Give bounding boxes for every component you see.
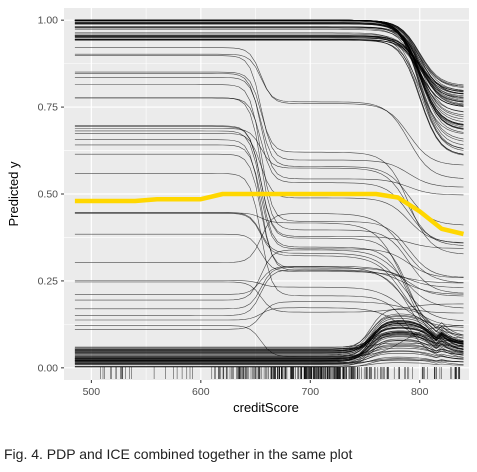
ice-line xyxy=(74,133,464,243)
pdp-line xyxy=(74,191,465,237)
ice-line xyxy=(74,128,464,246)
ice-line xyxy=(74,330,464,359)
ice-line xyxy=(74,362,464,367)
x-tick-label: 700 xyxy=(302,386,320,398)
ice-line xyxy=(74,33,464,103)
ice-line xyxy=(74,332,464,360)
ice-line xyxy=(74,125,464,339)
ice-line xyxy=(74,213,464,332)
ice-line xyxy=(74,320,464,358)
ice-line xyxy=(74,345,464,357)
rug xyxy=(100,367,461,379)
ice-line xyxy=(74,317,464,356)
x-axis: 500 600 700 800 xyxy=(83,380,429,398)
ice-line xyxy=(74,29,464,103)
ice-line xyxy=(74,350,464,362)
x-tick-label: 800 xyxy=(411,386,429,398)
ice-line xyxy=(74,359,464,368)
ice-line xyxy=(74,333,464,350)
ice-line xyxy=(74,23,464,120)
ice-line xyxy=(74,347,464,359)
ice-line xyxy=(74,55,464,188)
ice-line xyxy=(74,249,464,309)
y-axis-title: Predicted y xyxy=(6,161,21,227)
ice-line xyxy=(74,327,464,353)
ice-line xyxy=(74,269,464,316)
ice-line xyxy=(74,340,464,367)
ice-lines xyxy=(74,19,464,368)
x-tick-label: 600 xyxy=(192,386,210,398)
ice-line xyxy=(74,212,464,336)
ice-line xyxy=(74,330,464,351)
ice-line xyxy=(74,144,464,278)
ice-line xyxy=(74,71,464,255)
x-tick-label: 500 xyxy=(83,386,101,398)
ice-line xyxy=(74,352,464,363)
ice-line xyxy=(74,356,464,365)
ice-line xyxy=(74,280,464,328)
ice-line xyxy=(74,331,464,360)
ice-line xyxy=(74,73,464,196)
ice-line xyxy=(74,27,464,126)
ice-line xyxy=(74,338,464,365)
ice-line xyxy=(74,301,464,330)
ice-line xyxy=(74,325,464,363)
ice-line xyxy=(74,39,464,134)
ice-line xyxy=(74,315,464,348)
ice-line xyxy=(74,316,464,355)
y-tick-label: 1.00 xyxy=(38,15,59,27)
ice-line xyxy=(74,27,464,102)
ice-line xyxy=(74,126,464,249)
y-tick-label: 0.75 xyxy=(38,102,59,114)
ice-line xyxy=(74,47,464,166)
ice-line xyxy=(74,37,464,107)
ice-line xyxy=(74,266,464,327)
ice-line xyxy=(74,351,464,364)
ice-line xyxy=(74,233,464,284)
figure-caption: Fig. 4. PDP and ICE combined together in… xyxy=(4,446,353,462)
ice-line xyxy=(74,335,464,351)
ice-line xyxy=(74,19,464,140)
ice-line xyxy=(74,281,464,313)
y-tick-label: 0.00 xyxy=(38,362,59,374)
ice-line xyxy=(74,265,464,295)
ice-line xyxy=(74,37,464,92)
ice-line xyxy=(74,322,464,354)
ice-line xyxy=(74,326,464,362)
ice-line xyxy=(74,32,464,149)
ice-line xyxy=(74,213,464,283)
y-axis: 0.00 0.25 0.50 0.75 1.00 xyxy=(38,15,64,374)
y-tick-label: 0.50 xyxy=(38,189,59,201)
y-tick-label: 0.25 xyxy=(38,275,59,287)
pdp-layer xyxy=(74,191,465,237)
ice-line xyxy=(74,39,464,98)
ice-line xyxy=(74,346,464,361)
x-axis-title: creditScore xyxy=(233,400,299,415)
